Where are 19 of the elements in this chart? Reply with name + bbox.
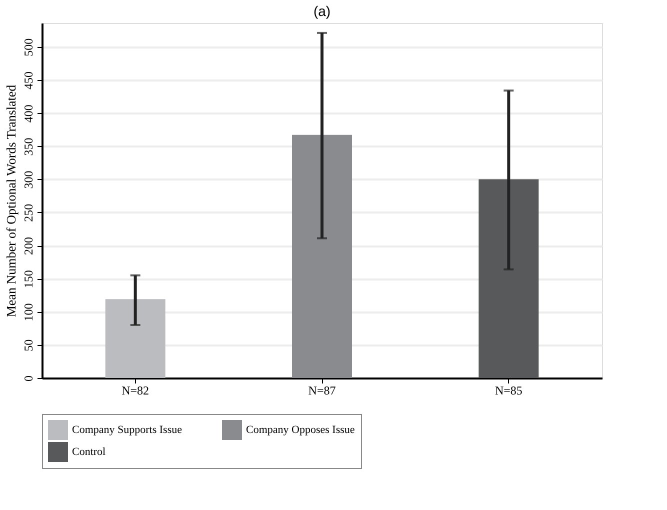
y-tick-label: 100 [22, 303, 36, 322]
y-tick-label: 400 [22, 104, 36, 123]
y-tick-label: 150 [22, 270, 36, 288]
y-axis-title: Mean Number of Optional Words Translated [4, 84, 18, 318]
legend-label: Company Supports Issue [72, 424, 182, 436]
y-tick-label: 500 [22, 38, 36, 56]
y-tick-label: 350 [22, 138, 36, 156]
legend-label: Company Opposes Issue [246, 424, 355, 436]
y-tick-label: 300 [22, 170, 36, 189]
y-tick-label: 250 [22, 204, 36, 222]
legend-label: Control [72, 446, 106, 458]
x-tick-label: N=87 [308, 384, 336, 398]
x-tick-label: N=85 [494, 384, 522, 398]
chart-title: (a) [313, 3, 331, 19]
y-tick-label: 450 [22, 71, 36, 90]
y-tick-label: 50 [22, 339, 36, 352]
y-tick-label: 200 [22, 237, 36, 256]
x-tick-label: N=82 [122, 384, 150, 398]
y-tick-label: 0 [22, 376, 36, 382]
